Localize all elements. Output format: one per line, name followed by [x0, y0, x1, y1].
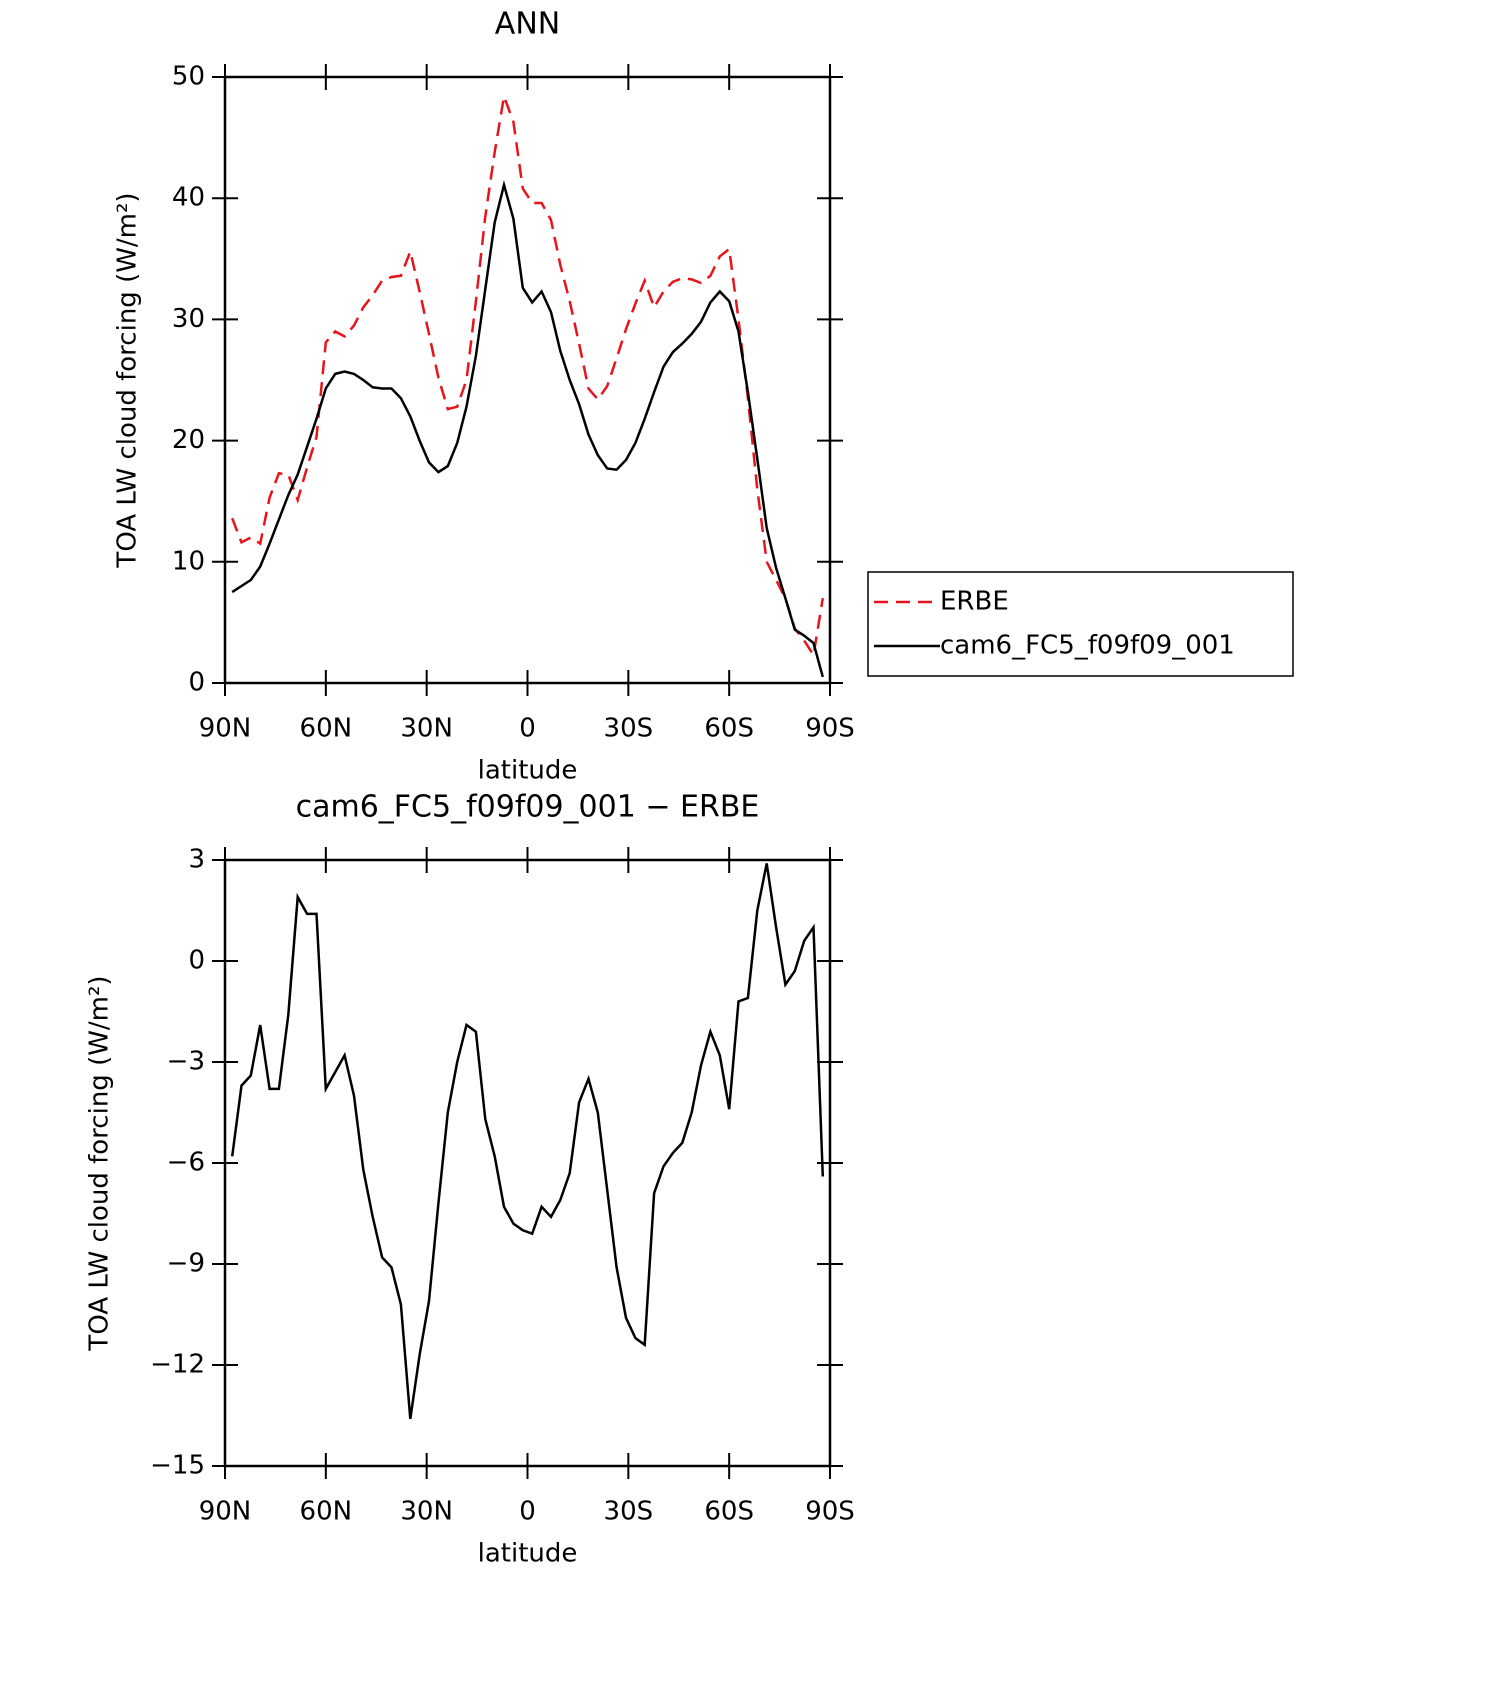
y-tick-label: 20 [172, 425, 205, 455]
chart-title: ANN [495, 7, 560, 42]
y-tick-label: 40 [172, 183, 205, 213]
x-tick-label: 90N [199, 714, 252, 744]
y-axis-label: TOA LW cloud forcing (W/m²) [113, 192, 143, 568]
chart-title: cam6_FC5_f09f09_001 − ERBE [296, 790, 760, 825]
x-tick-label: 90S [805, 1497, 855, 1527]
x-tick-label: 30N [400, 714, 453, 744]
y-tick-label: 50 [172, 62, 205, 92]
x-tick-label: 60N [300, 714, 353, 744]
x-tick-label: 90N [199, 1497, 252, 1527]
plot-frame [223, 858, 832, 1468]
legend-label: cam6_FC5_f09f09_001 [940, 631, 1235, 661]
legend-label: ERBE [940, 587, 1009, 617]
x-axis-label: latitude [478, 1539, 578, 1569]
x-tick-label: 30S [604, 1497, 654, 1527]
data-line [231, 179, 825, 678]
y-tick-label: 0 [188, 946, 205, 976]
y-tick-label: 3 [188, 845, 205, 875]
y-tick-label: −9 [167, 1249, 205, 1279]
x-tick-label: 0 [519, 1497, 536, 1527]
x-tick-label: 60S [704, 1497, 754, 1527]
legend-box [867, 571, 1294, 677]
x-tick-label: 30S [604, 714, 654, 744]
y-tick-label: −12 [150, 1350, 205, 1380]
plot-frame [223, 75, 832, 685]
x-tick-label: 60S [704, 714, 754, 744]
data-line [230, 863, 825, 1420]
y-tick-label: 0 [188, 668, 205, 698]
y-tick-label: −3 [167, 1047, 205, 1077]
x-tick-label: 90S [805, 714, 855, 744]
data-line [231, 91, 825, 659]
x-axis-label: latitude [478, 756, 578, 786]
x-tick-label: 60N [300, 1497, 353, 1527]
y-axis-label: TOA LW cloud forcing (W/m²) [85, 975, 115, 1351]
y-tick-label: 30 [172, 304, 205, 334]
y-tick-label: 10 [172, 546, 205, 576]
x-tick-label: 0 [519, 714, 536, 744]
y-tick-label: −15 [150, 1451, 205, 1481]
x-tick-label: 30N [400, 1497, 453, 1527]
y-tick-label: −6 [167, 1148, 205, 1178]
